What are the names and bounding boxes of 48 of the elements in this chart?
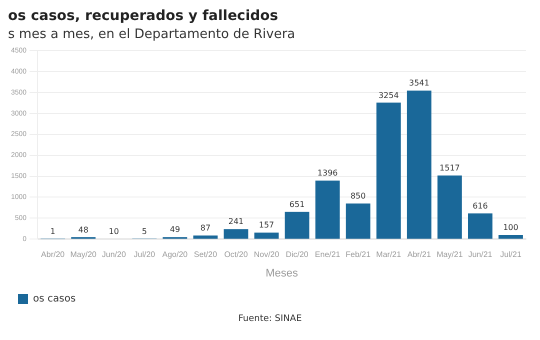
data-label: 5 xyxy=(142,227,147,236)
x-tick-label: Mar/21 xyxy=(376,250,402,260)
bar xyxy=(346,204,370,239)
x-tick-label: Jun/20 xyxy=(102,250,126,260)
x-tick-label: Jul/21 xyxy=(500,250,522,260)
data-label: 48 xyxy=(78,225,88,234)
x-tick-label: Feb/21 xyxy=(346,250,372,260)
x-tick-label: Abr/20 xyxy=(41,250,66,260)
data-label: 1396 xyxy=(317,168,338,178)
bar xyxy=(254,232,279,239)
chart-subtitle: s mes a mes, en el Departamento de Rivera xyxy=(8,26,296,42)
source-note: Fuente: SINAE xyxy=(237,314,303,324)
x-tick-label: Ene/21 xyxy=(314,250,341,260)
bar xyxy=(468,213,492,239)
data-label: 3541 xyxy=(408,78,430,88)
data-label: 850 xyxy=(350,192,366,201)
x-tick-label: Abr/21 xyxy=(407,250,432,260)
data-label: 49 xyxy=(170,225,180,234)
data-label: 1 xyxy=(50,227,56,236)
x-tick-label: Jul/20 xyxy=(134,250,156,260)
bar xyxy=(193,236,218,239)
data-label: 87 xyxy=(200,224,211,233)
data-label: 3254 xyxy=(378,90,399,100)
bar xyxy=(437,176,462,239)
x-tick-label: Oct/20 xyxy=(224,250,248,260)
bar xyxy=(224,229,248,239)
bar xyxy=(315,180,340,239)
x-tick-label: May/20 xyxy=(70,250,98,260)
bar xyxy=(406,90,432,239)
legend-label: os casos xyxy=(33,294,76,305)
x-tick-label: Dic/20 xyxy=(286,250,309,260)
x-tick-label: Ago/20 xyxy=(162,250,188,260)
bar xyxy=(498,235,523,239)
x-tick-label: Set/20 xyxy=(194,250,218,260)
data-label: 157 xyxy=(258,220,274,230)
bar xyxy=(284,212,310,239)
x-axis-title: Meses xyxy=(266,267,298,280)
data-label: 241 xyxy=(228,217,244,226)
data-label: 10 xyxy=(108,226,119,236)
data-label: 651 xyxy=(289,200,305,209)
x-tick-label: Nov/20 xyxy=(254,250,280,260)
data-label: 1517 xyxy=(440,164,460,173)
bar xyxy=(376,102,401,239)
x-tick-label: Jun/21 xyxy=(468,250,493,260)
x-tick-label: May/21 xyxy=(436,250,464,260)
chart-title: os casos, recuperados y fallecidos xyxy=(8,8,278,24)
data-label: 616 xyxy=(472,201,488,210)
data-label: 100 xyxy=(503,223,518,232)
